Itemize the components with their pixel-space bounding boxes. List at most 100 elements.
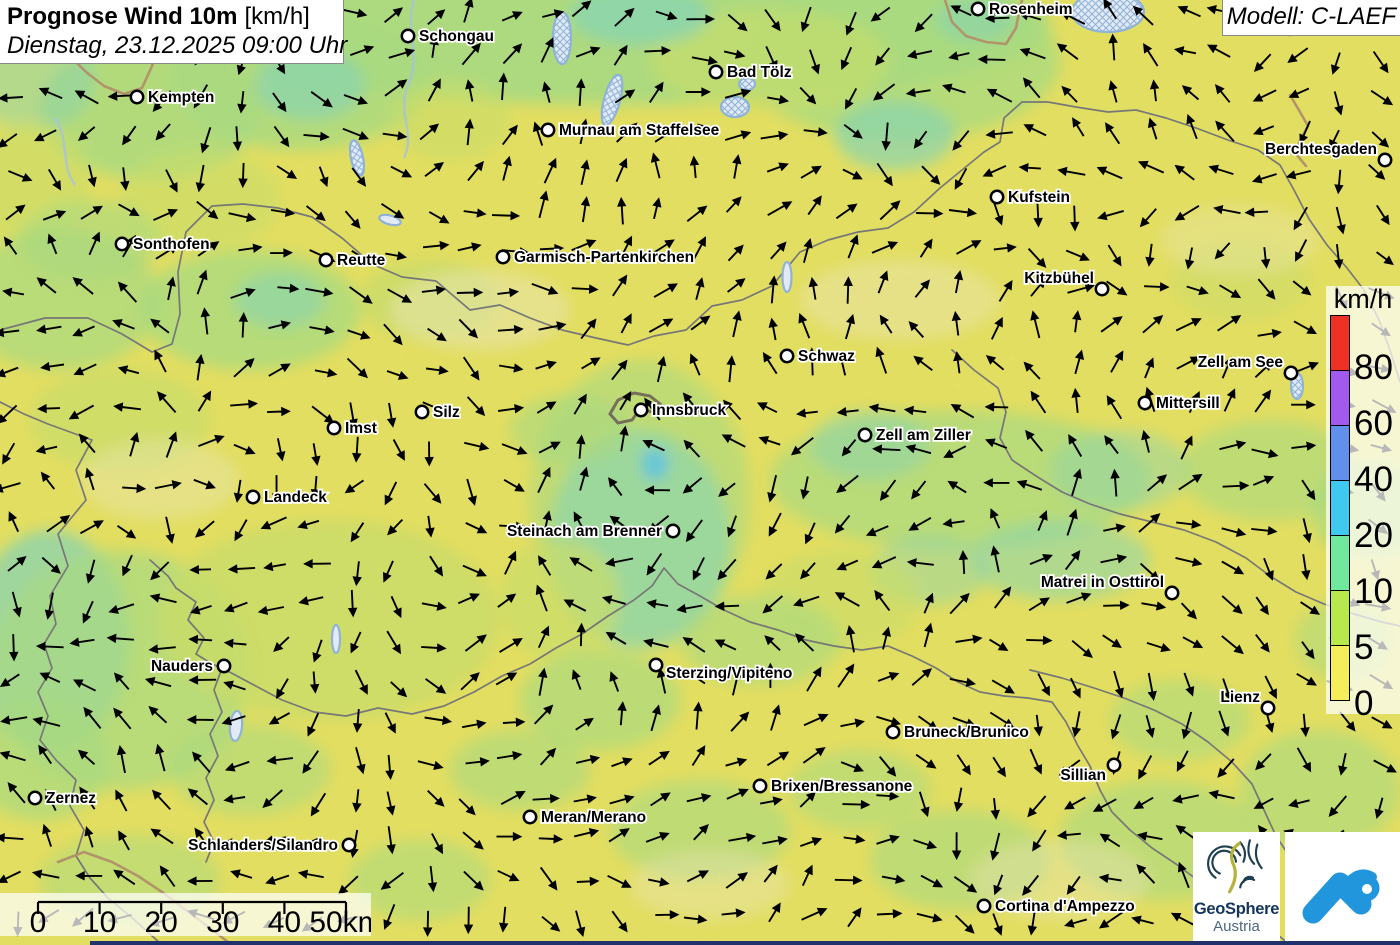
city-marker — [326, 420, 342, 436]
city-imst: Imst — [326, 418, 379, 439]
lake-ammersee — [551, 10, 573, 66]
city-marker — [27, 790, 43, 806]
geosphere-logo-icon — [1206, 839, 1263, 894]
city-reutte: Reutte — [318, 250, 387, 271]
model-label: Modell: C-LAEF — [1222, 0, 1400, 36]
city-marker — [318, 252, 334, 268]
city-berchtesgaden: Berchtesgaden — [1263, 139, 1393, 168]
legend-unit-label: km/h — [1333, 284, 1393, 314]
city-brixen-bressanone: Brixen/Bressanone — [752, 776, 914, 797]
city-label: Bad Tölz — [727, 64, 792, 81]
map-title: Prognose Wind 10m [km/h] — [7, 2, 336, 31]
city-sterzing-vipiteno: Sterzing/Vipiteno — [648, 657, 794, 684]
city-label: Zell am See — [1198, 354, 1284, 371]
legend-swatch-20 — [1330, 480, 1350, 536]
city-marker — [633, 402, 649, 418]
city-label: Kempten — [148, 89, 214, 106]
city-label: Schlanders/Silandro — [188, 837, 338, 854]
city-label: Meran/Merano — [541, 809, 646, 826]
city-label: Rosenheim — [989, 1, 1073, 18]
city-label: Reutte — [337, 252, 386, 269]
city-label: Sonthofen — [133, 236, 210, 253]
legend-colorbar — [1330, 315, 1350, 701]
map-title-text: Prognose Wind 10m — [7, 3, 238, 30]
city-kufstein: Kufstein — [989, 187, 1072, 208]
city-garmisch-partenkirchen: Garmisch-Partenkirchen — [495, 247, 696, 268]
city-landeck: Landeck — [245, 487, 329, 508]
tirol-logo-box — [1285, 832, 1400, 945]
city-marker — [1106, 757, 1122, 773]
lake-walchensee — [719, 95, 751, 119]
city-matrei-in-osttirol: Matrei in Osttirol — [1039, 572, 1180, 601]
legend-swatch-10 — [1330, 535, 1350, 591]
city-label: Innsbruck — [652, 402, 726, 419]
city-marker — [752, 778, 768, 794]
scalebar-tick-label: 0 — [30, 906, 47, 936]
city-label: Nauders — [151, 658, 213, 675]
city-marker — [648, 657, 664, 673]
bottom-border — [90, 941, 1400, 945]
scale-bar-graphic: 0 10 20 30 40 50km — [30, 900, 383, 939]
city-marker — [341, 837, 357, 853]
city-label: Schwaz — [798, 348, 855, 365]
city-steinach-am-brenner: Steinach am Brenner — [505, 521, 681, 542]
city-label: Bruneck/Brunico — [904, 724, 1029, 741]
lake-starnberger — [600, 73, 624, 127]
city-kempten: Kempten — [129, 87, 216, 108]
forecast-datetime: Dienstag, 23.12.2025 09:00 Uhr — [7, 32, 348, 59]
city-label: Silz — [433, 404, 460, 421]
city-kitzb-hel: Kitzbühel — [1023, 268, 1110, 297]
city-label: Kitzbühel — [1024, 270, 1094, 287]
scalebar-tick-label: 10 — [83, 906, 116, 936]
legend-value-0: 0 — [1354, 684, 1374, 723]
city-label: Berchtesgaden — [1265, 141, 1377, 158]
city-marker — [400, 28, 416, 44]
city-murnau-am-staffelsee: Murnau am Staffelsee — [540, 120, 721, 141]
legend-swatch-0 — [1330, 645, 1350, 701]
scalebar-tick-label: 20 — [145, 906, 178, 936]
city-marker — [1137, 395, 1153, 411]
lake-small — [330, 623, 342, 655]
lake-forggensee — [348, 139, 366, 177]
tirol-mountain-logo — [1302, 868, 1379, 923]
city-zell-am-see: Zell am See — [1196, 352, 1299, 381]
city-nauders: Nauders — [149, 656, 232, 677]
legend-swatch-60 — [1330, 370, 1350, 426]
city-marker — [665, 523, 681, 539]
geosphere-logo-box: GeoSphere Austria — [1193, 832, 1280, 945]
city-marker — [114, 236, 130, 252]
city-marker — [976, 898, 992, 914]
city-layer: Schongau Bad Tölz Rosenheim Kempten Murnau a… — [27, 0, 1393, 917]
city-label: Sillian — [1060, 767, 1106, 784]
city-label: Lienz — [1220, 689, 1260, 706]
lake-chiemsee — [1070, 0, 1146, 34]
city-label: Zernez — [46, 790, 96, 807]
city-marker — [1094, 281, 1110, 297]
city-marker — [1283, 365, 1299, 381]
legend-value-5: 5 — [1354, 628, 1374, 667]
city-marker — [540, 122, 556, 138]
lakes — [228, 0, 1305, 743]
city-label: Mittersill — [1156, 395, 1220, 412]
legend-value-40: 40 — [1354, 460, 1393, 499]
city-zernez: Zernez — [27, 788, 98, 809]
city-marker — [970, 1, 986, 17]
city-marker — [857, 427, 873, 443]
legend-value-20: 20 — [1354, 516, 1393, 555]
city-marker — [1260, 700, 1276, 716]
scale-bar: 0 10 20 30 40 50km — [0, 893, 383, 939]
city-zell-am-ziller: Zell am Ziller — [857, 425, 972, 446]
legend-swatch-40 — [1330, 425, 1350, 481]
city-label: Murnau am Staffelsee — [559, 122, 720, 139]
city-marker — [129, 89, 145, 105]
legend-value-10: 10 — [1354, 572, 1393, 611]
city-silz: Silz — [414, 402, 462, 423]
city-label: Kufstein — [1008, 189, 1070, 206]
city-marker — [495, 249, 511, 265]
city-schlanders-silandro: Schlanders/Silandro — [186, 835, 357, 856]
title-box: Prognose Wind 10m [km/h] Dienstag, 23.12.… — [0, 0, 348, 64]
city-marker — [1164, 585, 1180, 601]
